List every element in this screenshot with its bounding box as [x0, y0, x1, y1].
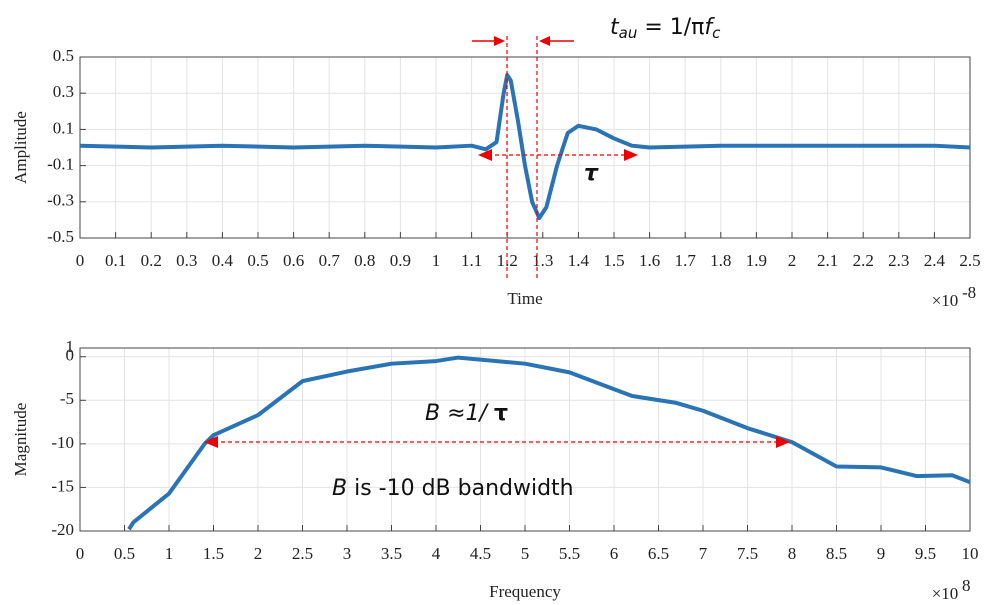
x-tick-label: 0.1	[105, 251, 126, 270]
x-tick-label: 1.8	[710, 251, 731, 270]
x-tick-label: 2.5	[959, 251, 980, 270]
arrow-head	[494, 36, 505, 46]
y-tick-label: 0.3	[53, 82, 74, 101]
x-tick-label: 1.1	[461, 251, 482, 270]
x-multiplier: ×10	[932, 291, 959, 310]
x-axis-label: Frequency	[489, 582, 561, 601]
y-tick-label: -5	[60, 389, 74, 408]
y-axis-label: Magnitude	[11, 403, 30, 477]
arrow-head	[478, 149, 492, 161]
formula: tau = 1/πfc	[610, 15, 721, 42]
plot-frame	[79, 347, 971, 532]
formula-part: t	[610, 15, 620, 40]
formula-part: au	[619, 24, 638, 42]
x-tick-label: 0.6	[283, 251, 304, 270]
x-tick-label: 1.5	[603, 251, 624, 270]
y-tick-label: -0.3	[47, 191, 74, 210]
note-part: B	[332, 476, 347, 501]
x-tick-label: 1	[165, 544, 174, 563]
x-tick-label: 10	[962, 544, 979, 563]
arrow-head	[539, 36, 550, 46]
x-tick-label: 2.5	[292, 544, 313, 563]
x-tick-label: 0.9	[390, 251, 411, 270]
x-tick-label: 0	[76, 251, 85, 270]
formula-part: τ	[494, 401, 508, 426]
x-tick-label: 0.2	[141, 251, 162, 270]
x-tick-label: 5.5	[559, 544, 580, 563]
x-tick-label: 5	[521, 544, 530, 563]
x-tick-label: 0	[76, 544, 85, 563]
x-tick-label: 0.8	[354, 251, 375, 270]
x-tick-label: 9.5	[915, 544, 936, 563]
x-tick-label: 6.5	[648, 544, 669, 563]
x-multiplier-exponent: -8	[962, 283, 976, 302]
formula-part: = 1/π	[637, 15, 704, 40]
x-multiplier: ×10	[932, 584, 959, 603]
x-tick-label: 7	[699, 544, 708, 563]
y-tick-label: -15	[51, 476, 74, 495]
y-tick-label: -0.1	[47, 155, 74, 174]
x-tick-label: 9	[877, 544, 886, 563]
x-tick-label: 8.5	[826, 544, 847, 563]
formula-part: B	[425, 401, 440, 426]
bandwidth-note: B is -10 dB bandwidth	[332, 476, 574, 501]
data-line	[79, 73, 971, 221]
x-tick-label: 2.1	[817, 251, 838, 270]
x-tick-label: 0.7	[319, 251, 341, 270]
x-tick-label: 3	[343, 544, 352, 563]
y-axis-label: Amplitude	[11, 111, 30, 184]
annotation-lines	[204, 36, 790, 448]
y-tick-label: 0.1	[53, 118, 74, 137]
x-tick-label: 1.6	[639, 251, 660, 270]
x-tick-label: 4.5	[470, 544, 491, 563]
x-tick-label: 6	[610, 544, 619, 563]
subplot: 0 0.1 0.2 0.3 0.4 0.5 0.6 0.7 0.8 0.9 1 1.1 1.2 1.3 1.…	[11, 46, 981, 310]
note-part: is -10 dB bandwidth	[347, 476, 574, 501]
formula-part: c	[712, 24, 721, 42]
formula-part: f	[704, 15, 715, 40]
x-tick-label: 1.4	[568, 251, 590, 270]
x-tick-label: 2.4	[924, 251, 946, 270]
data-line	[127, 355, 971, 531]
x-tick-label: 1.9	[746, 251, 767, 270]
arrow-head	[204, 436, 218, 448]
x-tick-label: 1.7	[675, 251, 697, 270]
y-tick-label: -20	[51, 520, 74, 539]
y-tick-label: 1	[66, 337, 75, 356]
x-tick-label: 2	[254, 544, 263, 563]
x-tick-label: 2.3	[888, 251, 909, 270]
x-tick-label: 3.5	[381, 544, 402, 563]
y-tick-label: -0.5	[47, 227, 74, 246]
x-tick-label: 0.3	[176, 251, 197, 270]
y-tick-label: -10	[51, 433, 74, 452]
subplot: 0 0.5 1 1.5 2 2.5 3 3.5 4 4.5 5 5.5 6 6.5 7 7.5 8 8.5 9 9.5…	[11, 337, 979, 603]
x-tick-label: 1.3	[532, 251, 553, 270]
x-multiplier-exponent: 8	[962, 576, 971, 595]
tau-label: τ	[584, 161, 599, 186]
x-tick-label: 2.2	[853, 251, 874, 270]
x-tick-label: 8	[788, 544, 797, 563]
formula-part: ≈1/	[440, 401, 494, 426]
bandwidth-formula: B ≈1/ τ	[425, 401, 508, 426]
arrow-head	[776, 436, 790, 448]
x-tick-label: 1	[432, 251, 441, 270]
y-tick-label: 0	[66, 346, 75, 365]
x-tick-label: 0.5	[247, 251, 268, 270]
x-tick-label: 7.5	[737, 544, 758, 563]
x-tick-label: 0.5	[114, 544, 135, 563]
x-tick-label: 1.5	[203, 544, 224, 563]
arrow-head	[624, 149, 638, 161]
x-axis-label: Time	[507, 289, 542, 308]
y-tick-label: 0.5	[53, 46, 74, 65]
x-tick-label: 0.4	[212, 251, 234, 270]
x-tick-label: 2	[788, 251, 797, 270]
x-tick-label: 4	[432, 544, 441, 563]
